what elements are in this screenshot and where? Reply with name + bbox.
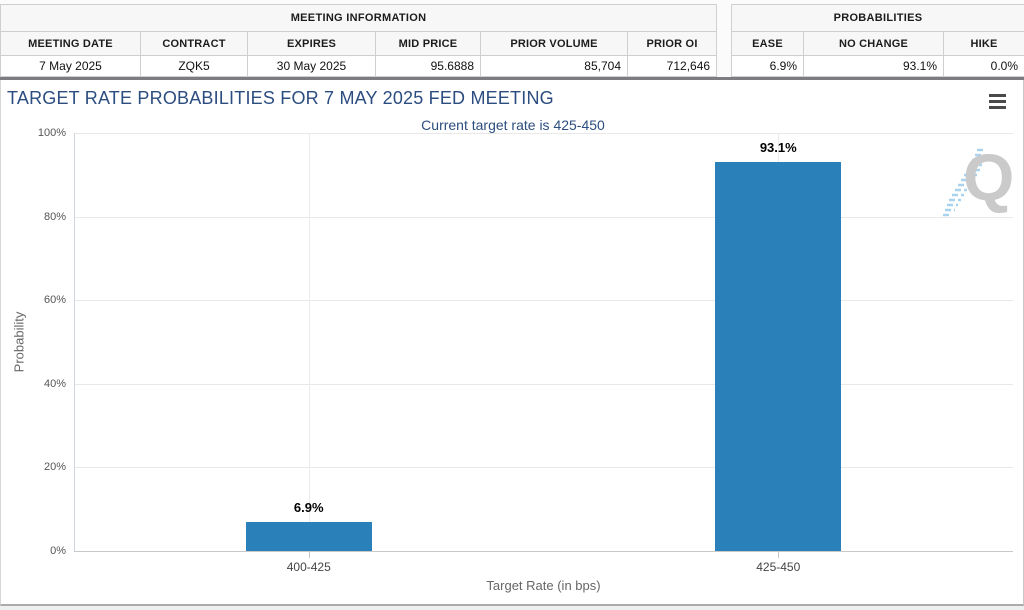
gridline-horizontal	[74, 383, 1013, 385]
probabilities-table: PROBABILITIES EASE NO CHANGE HIKE 6.9% 9…	[731, 4, 1024, 77]
watermark-q-letter: Q	[963, 140, 1015, 214]
col-hike: HIKE	[943, 31, 1024, 56]
gridline-horizontal	[74, 300, 1013, 302]
col-prior-volume: PRIOR VOLUME	[480, 31, 628, 56]
col-no-change: NO CHANGE	[803, 31, 944, 56]
gridline-horizontal	[74, 467, 1013, 469]
bar-400-425[interactable]	[245, 522, 372, 551]
ease-value: 6.9%	[731, 55, 804, 77]
fedwatch-chart: TARGET RATE PROBABILITIES FOR 7 MAY 2025…	[0, 80, 1024, 606]
expires-value: 30 May 2025	[247, 55, 376, 77]
meeting-information-title: MEETING INFORMATION	[0, 4, 718, 32]
y-tick-label: 80%	[43, 210, 66, 223]
x-axis-title: Target Rate (in bps)	[486, 578, 601, 593]
prior-volume-value: 85,704	[480, 55, 628, 77]
col-expires: EXPIRES	[247, 31, 376, 56]
chart-subtitle: Current target rate is 425-450	[421, 117, 605, 133]
mid-price-value: 95.6888	[375, 55, 481, 77]
top-tables-bar: MEETING INFORMATION MEETING DATE CONTRAC…	[0, 0, 1024, 77]
gridline-vertical	[308, 133, 310, 551]
y-axis-title: Probability	[11, 311, 27, 373]
probabilities-row: 6.9% 93.1% 0.0%	[731, 55, 1024, 77]
meeting-information-table: MEETING INFORMATION MEETING DATE CONTRAC…	[0, 4, 718, 77]
quikstrike-watermark: Q	[943, 140, 1021, 225]
col-contract: CONTRACT	[140, 31, 248, 56]
meeting-information-row: 7 May 2025 ZQK5 30 May 2025 95.6888 85,7…	[0, 55, 718, 77]
chart-context-menu-button[interactable]	[986, 91, 1010, 111]
bar-425-450[interactable]	[715, 161, 842, 551]
col-meeting-date: MEETING DATE	[0, 31, 141, 56]
bar-value-label: 6.9%	[293, 500, 324, 516]
hike-value: 0.0%	[943, 55, 1024, 77]
chart-title: TARGET RATE PROBABILITIES FOR 7 MAY 2025…	[7, 88, 554, 108]
prior-oi-value: 712,646	[626, 55, 718, 77]
col-ease: EASE	[731, 31, 804, 56]
y-tick-label: 0%	[50, 545, 66, 557]
col-prior-oi: PRIOR OI	[626, 31, 718, 56]
x-axis-line	[74, 551, 1013, 552]
x-tick-label: 400-425	[286, 560, 331, 574]
gridline-horizontal	[74, 133, 1013, 134]
x-axis-tick	[778, 552, 780, 558]
x-axis-tick	[308, 552, 310, 558]
x-tick-label: 425-450	[756, 560, 801, 574]
y-axis-line	[74, 133, 75, 551]
y-tick-label: 100%	[37, 127, 66, 139]
watermark-speedlines-icon	[943, 148, 984, 217]
bar-value-label: 93.1%	[759, 139, 797, 155]
y-tick-label: 20%	[43, 461, 66, 474]
gridline-horizontal	[74, 216, 1013, 218]
meeting-date-value: 7 May 2025	[0, 55, 141, 77]
section-divider	[0, 77, 1024, 80]
probabilities-title: PROBABILITIES	[731, 4, 1024, 32]
no-change-value: 93.1%	[803, 55, 944, 77]
y-tick-label: 60%	[43, 294, 66, 307]
contract-value: ZQK5	[140, 55, 248, 77]
col-mid-price: MID PRICE	[375, 31, 481, 56]
y-tick-label: 40%	[43, 377, 66, 390]
